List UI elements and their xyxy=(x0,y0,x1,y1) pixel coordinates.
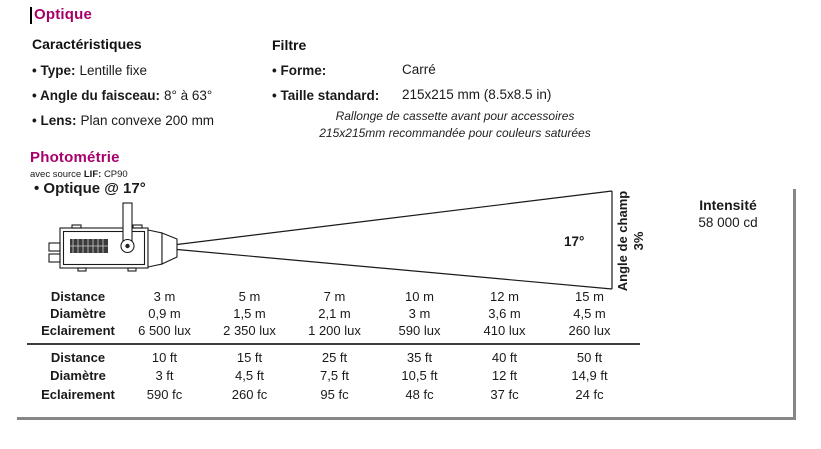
table-cell: 410 lux xyxy=(483,323,526,338)
table-cell: 50 ft xyxy=(576,349,603,365)
table-cell: 37 fc xyxy=(490,386,519,402)
table-cell: 15 m xyxy=(575,289,604,304)
table-cell: 4,5 ft xyxy=(235,368,264,384)
table-cell: 14,9 ft xyxy=(571,368,608,384)
table-cell: 48 fc xyxy=(405,386,434,402)
text-cursor xyxy=(30,7,32,24)
table-cell: 12 m xyxy=(490,289,519,304)
item-label: • Taille standard: xyxy=(272,88,380,103)
table-row-distance-m: Distance 3 m 5 m 7 m 10 m 12 m 15 m xyxy=(20,288,660,305)
row-label: Eclairement xyxy=(41,386,115,402)
row-label: Diamètre xyxy=(50,368,106,384)
item-label: • Type: xyxy=(32,63,76,78)
intensity-label: Intensité xyxy=(699,197,757,213)
source-line: avec source LIF: CP90 xyxy=(30,169,128,180)
item-value: Plan convexe 200 mm xyxy=(80,113,215,128)
row-label: Distance xyxy=(50,289,106,304)
characteristic-item-lens: • Lens: Plan convexe 200 mm xyxy=(32,113,214,128)
source-label: LIF: xyxy=(83,169,102,180)
table-cell: 10,5 ft xyxy=(401,368,438,384)
table-cell: 5 m xyxy=(238,289,261,304)
table-cell: 10 m xyxy=(405,289,434,304)
spotlight-fixture-icon xyxy=(48,202,178,272)
table-cell: 40 ft xyxy=(491,349,518,365)
beam-triangle xyxy=(176,190,613,290)
section-title-photometrie: Photométrie xyxy=(30,149,120,166)
table-cell: 0,9 m xyxy=(148,306,181,321)
table-cell: 590 fc xyxy=(146,386,183,402)
table-row-illuminance-lux: Eclairement 6 500 lux 2 350 lux 1 200 lu… xyxy=(20,322,660,339)
filter-note: Rallonge de cassette avant pour accessoi… xyxy=(290,108,620,142)
table-cell: 3 m xyxy=(153,289,176,304)
item-value: Lentille fixe xyxy=(79,63,148,78)
field-angle-value: 3% xyxy=(631,231,646,251)
table-row-diameter-m: Diamètre 0,9 m 1,5 m 2,1 m 3 m 3,6 m 4,5… xyxy=(20,305,660,322)
item-label: • Forme: xyxy=(272,63,327,78)
table-cell: 35 ft xyxy=(406,349,433,365)
table-cell: 3 ft xyxy=(155,368,174,384)
table-cell: 3,6 m xyxy=(488,306,521,321)
table-cell: 7 m xyxy=(323,289,346,304)
row-label: Eclairement xyxy=(41,323,115,338)
table-cell: 25 ft xyxy=(321,349,348,365)
characteristic-item-type: • Type: Lentille fixe xyxy=(32,63,147,78)
table-cell: 3 m xyxy=(408,306,431,321)
characteristics-title: Caractéristiques xyxy=(32,36,142,52)
item-value: 8° à 63° xyxy=(164,88,213,103)
table-cell: 15 ft xyxy=(236,349,263,365)
table-row-distance-ft: Distance 10 ft 15 ft 25 ft 35 ft 40 ft 5… xyxy=(20,348,660,367)
filter-size-value: 215x215 mm (8.5x8.5 in) xyxy=(402,87,552,102)
imperial-table: Distance 10 ft 15 ft 25 ft 35 ft 40 ft 5… xyxy=(20,348,660,404)
filter-note-line1: Rallonge de cassette avant pour accessoi… xyxy=(335,109,575,123)
table-cell: 260 lux xyxy=(568,323,611,338)
field-angle-block: Angle de champ 3% xyxy=(615,186,649,296)
table-cell: 6 500 lux xyxy=(138,323,191,338)
table-cell: 2,1 m xyxy=(318,306,351,321)
metric-table: Distance 3 m 5 m 7 m 10 m 12 m 15 m Diam… xyxy=(20,288,660,339)
filter-note-line2: 215x215mm recommandée pour couleurs satu… xyxy=(319,126,591,140)
table-cell: 12 ft xyxy=(491,368,518,384)
beam-angle-label: 17° xyxy=(564,234,585,249)
table-cell: 4,5 m xyxy=(573,306,606,321)
row-label: Distance xyxy=(50,349,106,365)
table-row-diameter-ft: Diamètre 3 ft 4,5 ft 7,5 ft 10,5 ft 12 f… xyxy=(20,367,660,386)
filter-title: Filtre xyxy=(272,37,307,53)
photometry-table: Distance 3 m 5 m 7 m 10 m 12 m 15 m Diam… xyxy=(20,288,660,404)
table-cell: 1,5 m xyxy=(233,306,266,321)
table-cell: 260 fc xyxy=(231,386,268,402)
table-cell: 24 fc xyxy=(575,386,604,402)
field-angle-label: Angle de champ xyxy=(615,190,630,292)
item-label: • Lens: xyxy=(32,113,77,128)
intensity-block: Intensité 58 000 cd xyxy=(672,197,784,230)
table-row-illuminance-fc: Eclairement 590 fc 260 fc 95 fc 48 fc 37… xyxy=(20,385,660,404)
table-cell: 590 lux xyxy=(398,323,441,338)
table-cell: 2 350 lux xyxy=(223,323,276,338)
table-cell: 95 fc xyxy=(320,386,349,402)
table-cell: 10 ft xyxy=(151,349,178,365)
filter-shape-value: Carré xyxy=(402,62,436,77)
table-cell: 7,5 ft xyxy=(320,368,349,384)
section-border-right xyxy=(793,189,796,420)
table-cell: 1 200 lux xyxy=(308,323,361,338)
section-title-optique: Optique xyxy=(34,6,93,23)
table-separator-line xyxy=(27,343,640,345)
item-label: • Angle du faisceau: xyxy=(32,88,160,103)
section-border-bottom xyxy=(17,417,796,420)
source-value: CP90 xyxy=(103,169,128,180)
characteristic-item-beam-angle: • Angle du faisceau: 8° à 63° xyxy=(32,88,212,103)
intensity-value: 58 000 cd xyxy=(698,215,758,230)
row-label: Diamètre xyxy=(50,306,106,321)
filter-item-shape: • Forme: xyxy=(272,63,326,78)
filter-item-size: • Taille standard: xyxy=(272,88,379,103)
optic-at-angle: • Optique @ 17° xyxy=(34,180,146,197)
source-prefix: avec source xyxy=(30,169,82,180)
